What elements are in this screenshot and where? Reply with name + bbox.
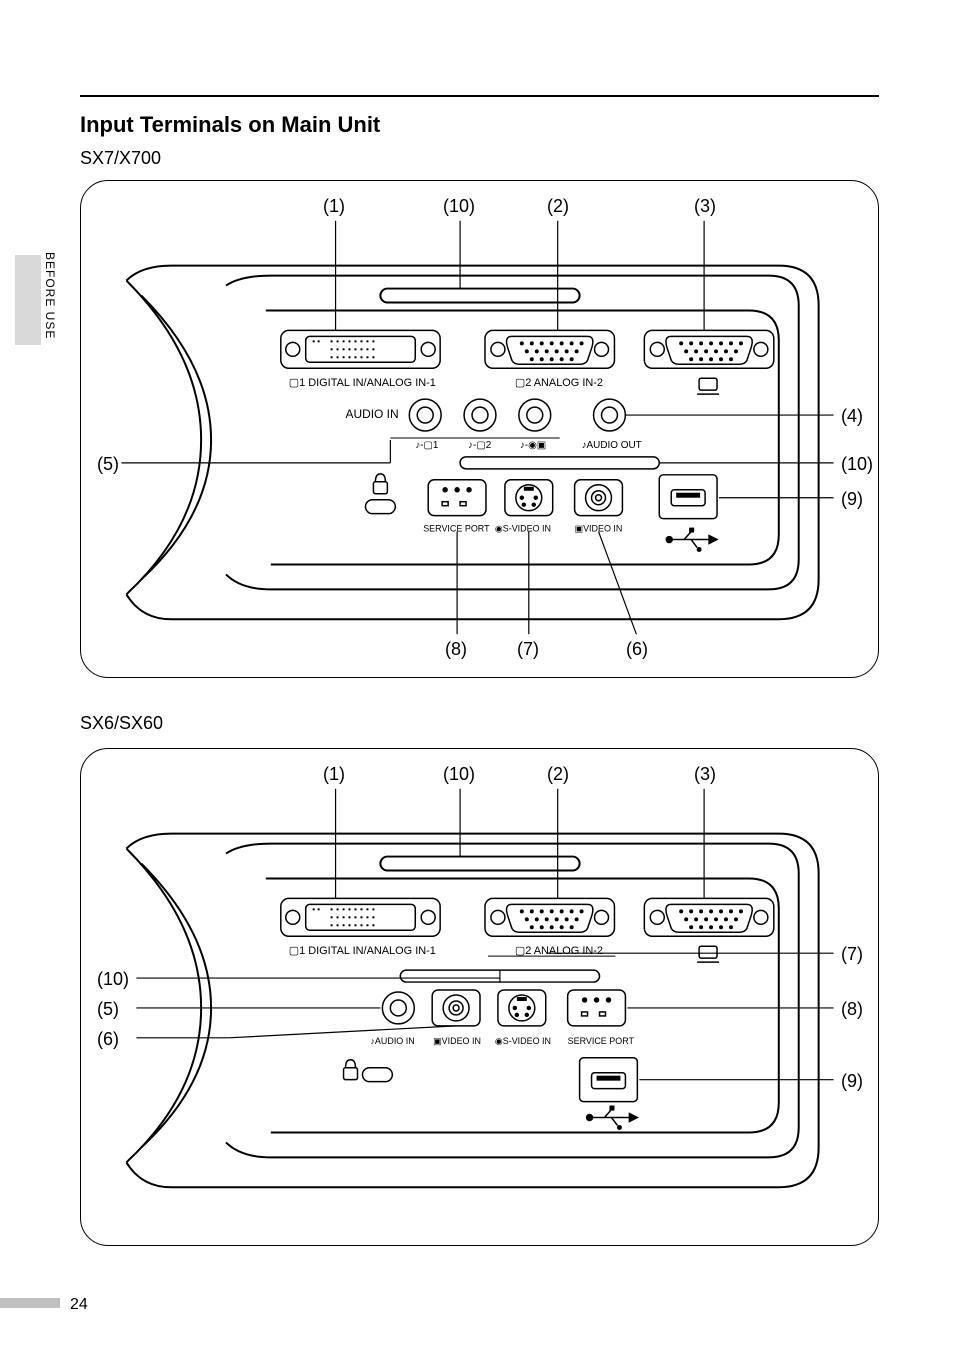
vgaout-port [644,330,773,394]
svg-text:♪AUDIO OUT: ♪AUDIO OUT [582,440,642,451]
svideo-port [498,990,546,1026]
svg-text:▢2 ANALOG IN-2: ▢2 ANALOG IN-2 [515,377,603,389]
svg-text:◉S-VIDEO IN: ◉S-VIDEO IN [495,524,551,534]
audio-in-2 [464,399,496,431]
callout-9: (9) [841,489,863,510]
svg-text:♪-▢2: ♪-▢2 [468,440,492,451]
svg-text:▢2 ANALOG IN-2: ▢2 ANALOG IN-2 [515,945,603,957]
audio-in-3 [519,399,551,431]
lock-icon [373,474,387,494]
usb-port [659,475,717,519]
callout-2: (2) [547,196,569,217]
panel-svg-2: ▢1 DIGITAL IN/ANALOG IN-1 ▢2 ANALOG IN-2 [81,749,878,1245]
service-port-connector [568,990,626,1026]
side-tab-text: BEFORE USE [43,252,57,339]
panel-svg-1: ▢1 DIGITAL IN/ANALOG IN-1 ▢2 ANALOG IN-2… [81,181,878,677]
model-label-2: SX6/SX60 [80,713,163,734]
figure-2: ▢1 DIGITAL IN/ANALOG IN-1 ▢2 ANALOG IN-2 [80,748,879,1246]
callout-3: (3) [694,764,716,785]
svg-text:◉S-VIDEO IN: ◉S-VIDEO IN [495,1036,551,1046]
service-port-connector [428,480,486,516]
svg-text:♪AUDIO IN: ♪AUDIO IN [370,1036,414,1046]
svg-text:SERVICE PORT: SERVICE PORT [568,1036,635,1046]
vga2-port [485,898,614,936]
svg-text:▣VIDEO IN: ▣VIDEO IN [433,1036,481,1046]
callout-3: (3) [694,196,716,217]
callout-10b: (10) [841,454,873,475]
page-number-bar [0,1298,60,1308]
model-label-1: SX7/X700 [80,148,161,169]
callout-7: (7) [841,944,863,965]
svideo-port [505,480,553,516]
dvi-port [281,898,440,936]
vga2-port [485,330,614,368]
usb-port [580,1058,638,1102]
callout-9: (9) [841,1071,863,1092]
callout-5: (5) [97,999,119,1020]
callout-10b: (10) [97,969,129,990]
figure-1: ▢1 DIGITAL IN/ANALOG IN-1 ▢2 ANALOG IN-2… [80,180,879,678]
callout-10a: (10) [443,764,475,785]
callout-7: (7) [517,639,539,660]
callout-4: (4) [841,406,863,427]
video-port [575,480,623,516]
audio-in [382,992,414,1024]
svg-text:♪-▢1: ♪-▢1 [415,440,439,451]
side-tab-bar [15,255,41,345]
audio-in-1 [409,399,441,431]
video-port [432,990,480,1026]
dvi-port [281,330,440,368]
service-slot [362,1068,392,1082]
service-port [365,500,395,514]
audio-out [594,399,626,431]
callout-6: (6) [626,639,648,660]
callout-8: (8) [445,639,467,660]
page-number: 24 [70,1296,88,1314]
svg-text:AUDIO IN: AUDIO IN [346,407,399,421]
section-title: Input Terminals on Main Unit [80,112,380,138]
header-rule [80,95,879,97]
callout-1: (1) [323,764,345,785]
callout-1: (1) [323,196,345,217]
page: Input Terminals on Main Unit BEFORE USE … [0,0,954,1352]
lock-icon [344,1060,358,1080]
callout-2: (2) [547,764,569,785]
callout-8: (8) [841,999,863,1020]
vgaout-port [644,898,773,962]
callout-5: (5) [97,454,119,475]
svg-text:▢1 DIGITAL IN/ANALOG IN-1: ▢1 DIGITAL IN/ANALOG IN-1 [289,945,436,957]
svg-text:♪-◉▣: ♪-◉▣ [520,440,546,451]
svg-text:▢1 DIGITAL IN/ANALOG IN-1: ▢1 DIGITAL IN/ANALOG IN-1 [289,377,436,389]
callout-6: (6) [97,1029,119,1050]
callout-10a: (10) [443,196,475,217]
